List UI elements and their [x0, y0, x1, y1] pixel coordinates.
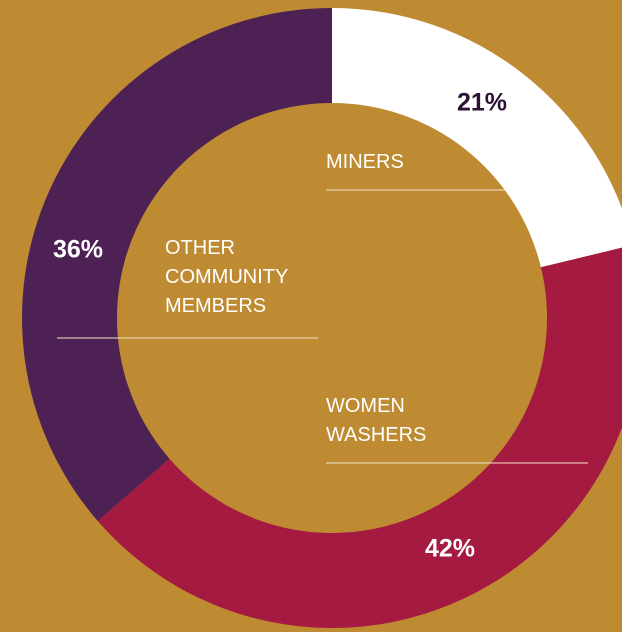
category-label: MINERS: [326, 151, 404, 173]
donut-segment: [22, 8, 332, 522]
donut-segment: [97, 247, 622, 628]
category-label: OTHER COMMUNITY MEMBERS: [165, 237, 288, 317]
value-label: 21%: [457, 89, 507, 117]
value-label: 36%: [53, 236, 103, 264]
category-label: WOMEN WASHERS: [326, 395, 427, 446]
donut-segment: [332, 8, 622, 268]
value-label: 42%: [425, 535, 475, 563]
